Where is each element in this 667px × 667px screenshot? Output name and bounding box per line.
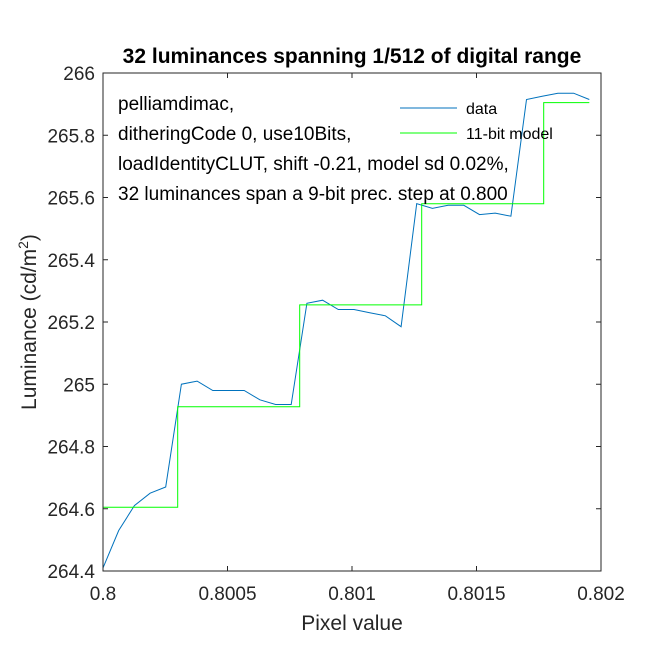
x-axis-ticks: 0.8 0.8005 0.801 0.8015 0.802: [90, 73, 625, 605]
x-tick-label: 0.8015: [447, 584, 505, 605]
y-tick-label: 265.6: [47, 189, 95, 210]
y-tick-label: 265.4: [47, 251, 95, 272]
y-axis-ticks: 264.4 264.6 264.8 265 265.2 265.4 265.6 265.8 26…: [47, 64, 601, 583]
series-layer: [102, 92, 590, 569]
annotation-block: pelliamdimac, ditheringCode 0, use10Bits…: [118, 94, 509, 205]
plot-area: [103, 73, 601, 571]
annotation-line-4: 32 luminances span a 9-bit prec. step at…: [118, 184, 508, 205]
x-tick-label: 0.8005: [198, 584, 256, 605]
y-tick-label: 265: [63, 375, 95, 396]
x-axis-label: Pixel value: [301, 612, 403, 635]
y-tick-label: 266: [63, 64, 95, 85]
series-line-11-bit-model: [103, 102, 590, 508]
legend-label-model: 11-bit model: [466, 126, 553, 143]
annotation-line-3: loadIdentityCLUT, shift -0.21, model sd …: [118, 154, 509, 175]
annotation-line-2: ditheringCode 0, use10Bits,: [118, 124, 351, 145]
y-tick-label: 264.4: [47, 562, 95, 583]
y-tick-label: 265.8: [47, 126, 95, 147]
series-line-data: [102, 92, 590, 569]
y-axis-label-close: ): [18, 234, 41, 241]
y-tick-label: 264.6: [47, 500, 95, 521]
legend-label-data: data: [466, 101, 497, 118]
x-tick-label: 0.8: [90, 584, 116, 605]
x-tick-label: 0.801: [328, 584, 376, 605]
y-axis-label-main: Luminance (cd/m: [18, 249, 41, 410]
x-tick-label: 0.802: [577, 584, 625, 605]
annotation-line-1: pelliamdimac,: [118, 94, 234, 115]
legend: data 11-bit model: [400, 101, 553, 143]
plot-frame: [102, 72, 602, 572]
y-tick-label: 264.8: [47, 438, 95, 459]
chart-title: 32 luminances spanning 1/512 of digital …: [123, 45, 582, 68]
y-tick-label: 265.2: [47, 313, 95, 334]
y-axis-label: Luminance (cd/m2): [15, 234, 41, 410]
y-axis-label-superscript: 2: [15, 241, 31, 249]
